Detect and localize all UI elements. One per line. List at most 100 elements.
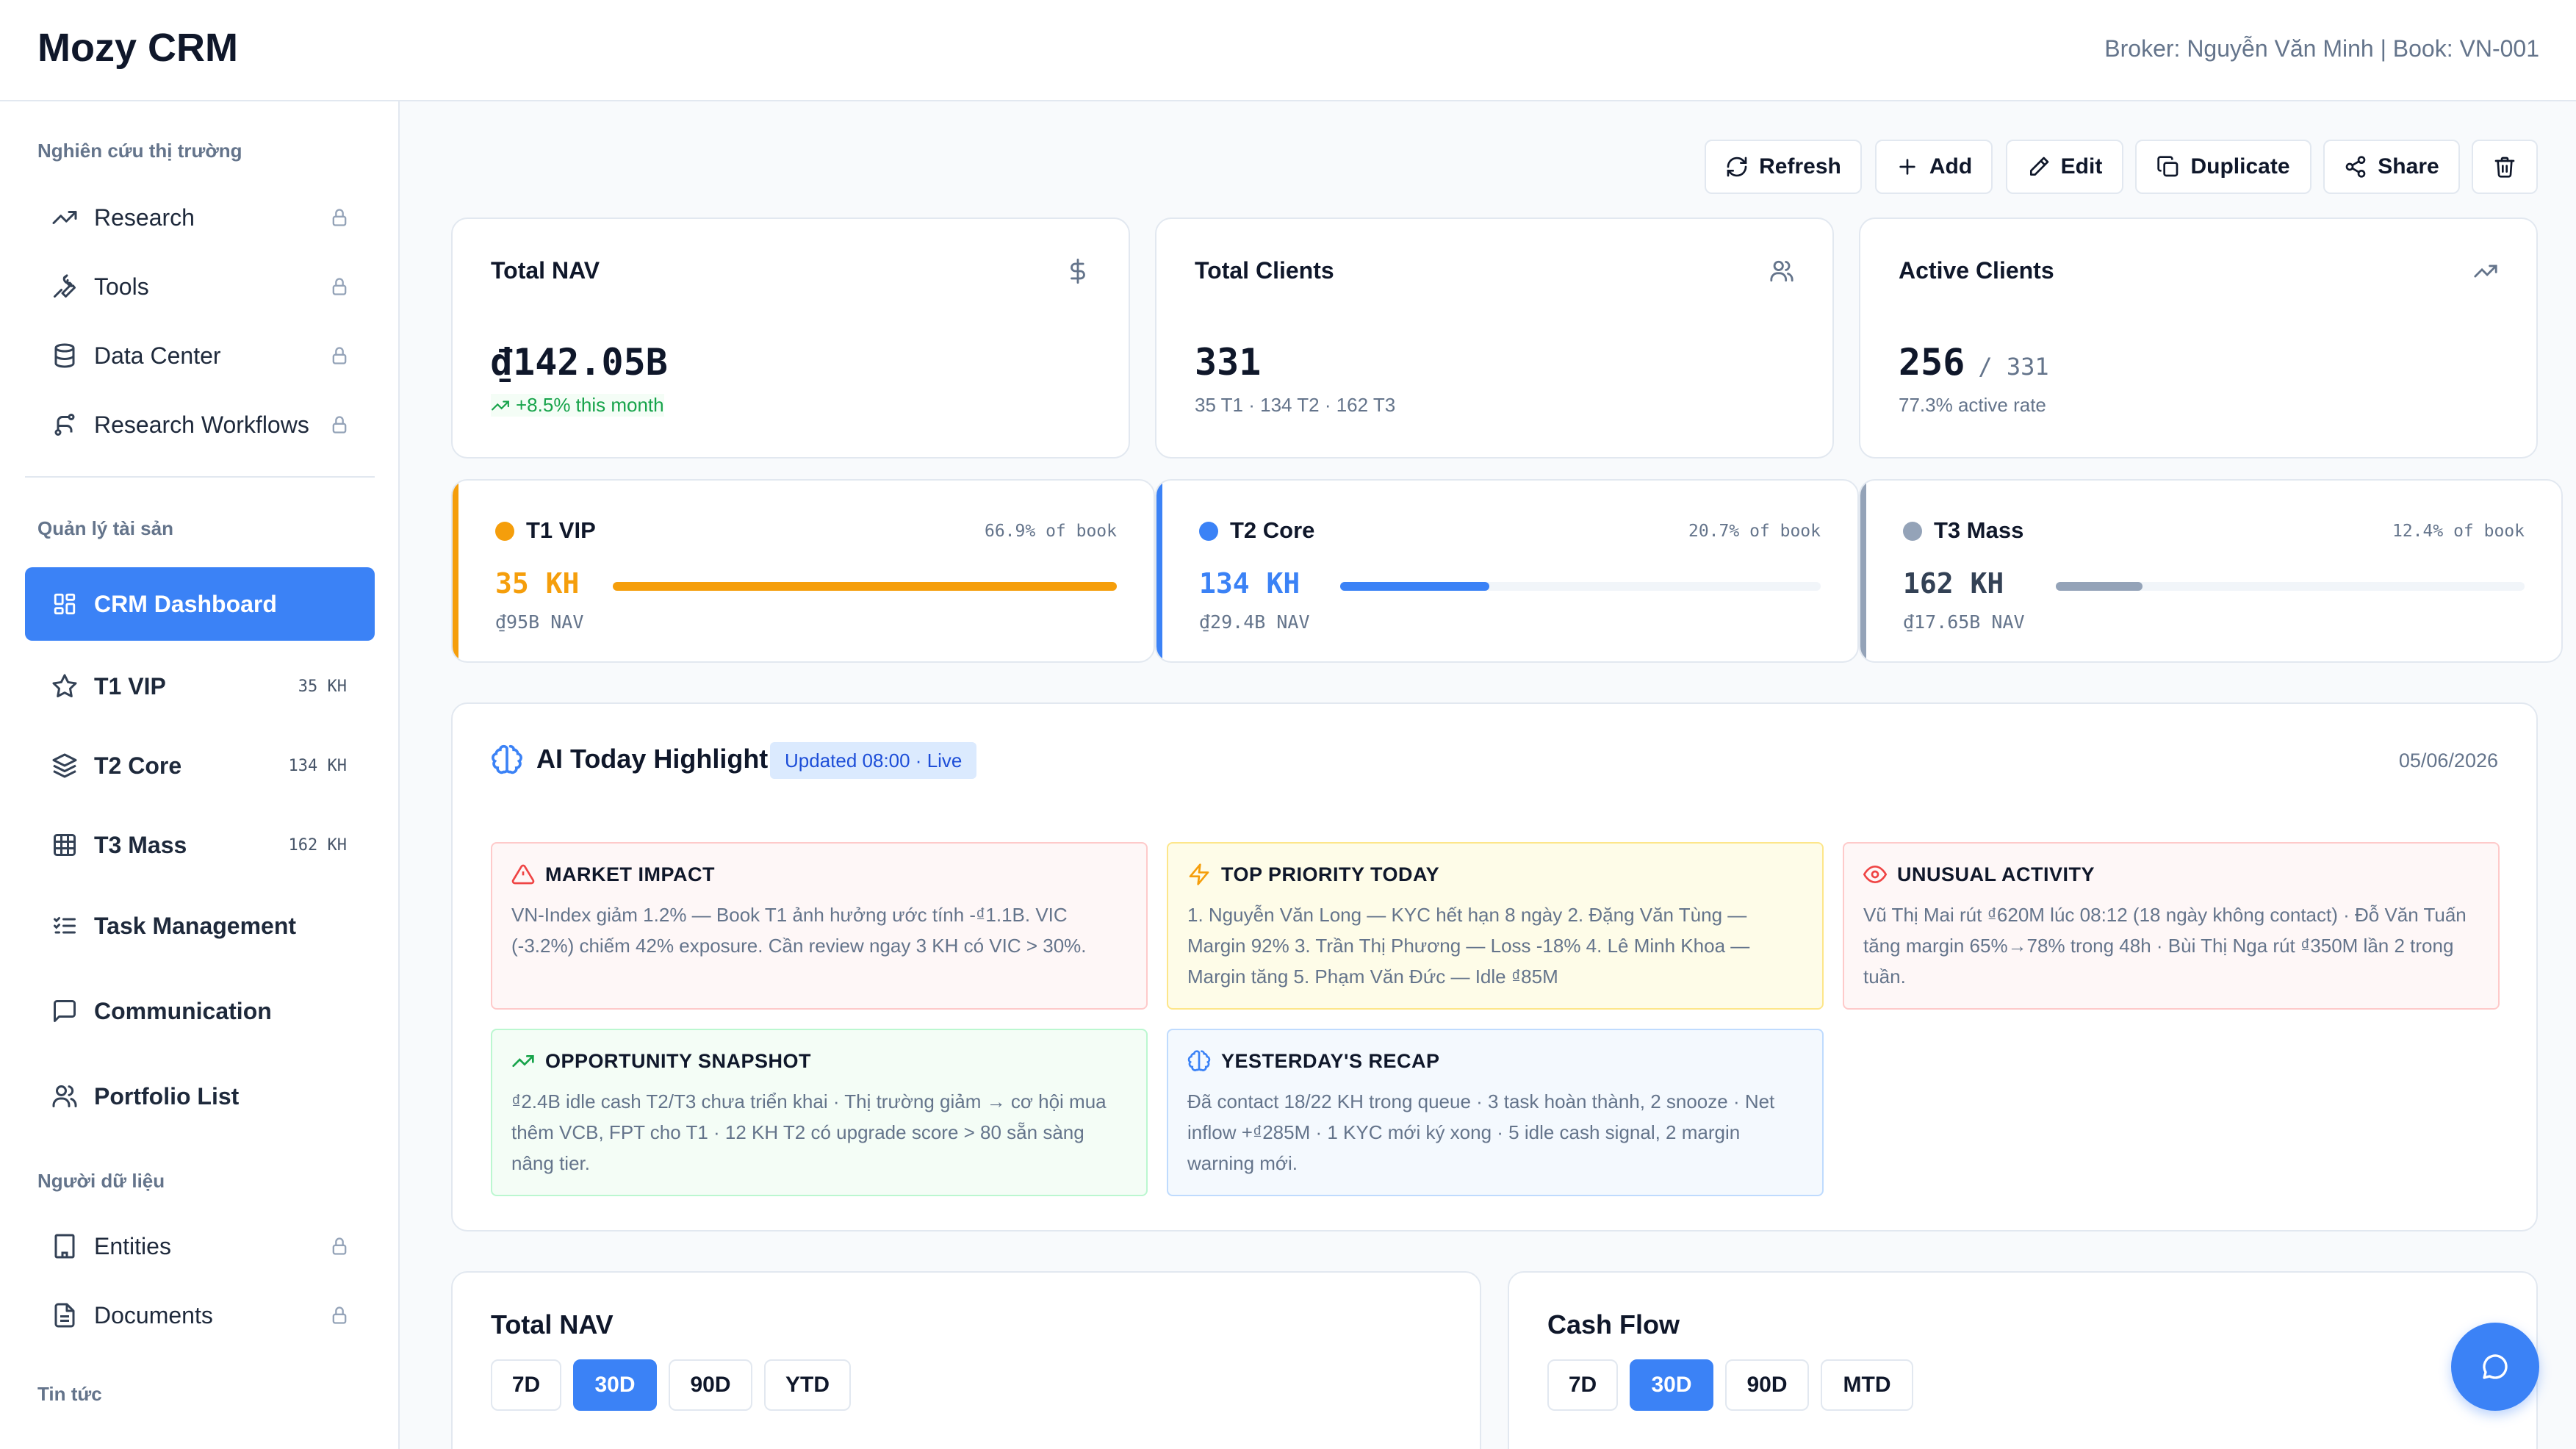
stat-value: 331 [1195,341,1262,384]
insight-title: UNUSUAL ACTIVITY [1897,863,2095,885]
sidebar-item-t2-core[interactable]: T2 Core 134 KH [25,729,375,802]
insight-card-yesterday-recap[interactable]: YESTERDAY'S RECAP Đã contact 18/22 KH tr… [1167,1029,1824,1196]
sidebar-item-label: Data Center [94,342,221,369]
tier-card-t3[interactable]: T3 Mass 12.4% of book 162 KH ₫17.65B NAV [1859,479,2563,663]
stat-title: Total NAV [491,257,600,284]
sidebar-item-portfolio-list[interactable]: Portfolio List [25,1060,375,1133]
tier-progress-fill [2056,582,2143,591]
sidebar-item-documents[interactable]: Documents [25,1279,375,1352]
sidebar-item-label: CRM Dashboard [94,590,277,617]
total-nav-chart-card: Total NAV 7D 30D 90D YTD [451,1271,1481,1449]
live-status-badge: Updated 08:00 · Live [770,742,977,779]
workflow-icon [50,410,79,439]
tier-card-t2[interactable]: T2 Core 20.7% of book 134 KH ₫29.4B NAV [1155,479,1859,663]
tier-progress-track [1340,582,1821,591]
tier-card-t1[interactable]: T1 VIP 66.9% of book 35 KH ₫95B NAV [451,479,1155,663]
sidebar: Nghiên cứu thị trường Research Tools Dat… [0,101,400,1449]
duplicate-button[interactable]: Duplicate [2135,140,2311,194]
list-check-icon [50,911,79,941]
range-ytd-button[interactable]: YTD [764,1359,851,1411]
share-icon [2344,155,2367,179]
sidebar-divider [25,476,375,478]
sidebar-item-crm-dashboard[interactable]: CRM Dashboard [25,567,375,641]
stat-card-total-nav: Total NAV ₫142.05B +8.5% this month [451,217,1130,459]
chat-fab-button[interactable] [2451,1323,2539,1411]
sidebar-item-t3-mass[interactable]: T3 Mass 162 KH [25,808,375,882]
lock-icon [329,207,350,228]
delete-button[interactable] [2472,140,2538,194]
plus-icon [1896,155,1919,179]
range-7d-button[interactable]: 7D [1547,1359,1618,1411]
sidebar-item-research[interactable]: Research [25,181,375,254]
section-label-market-research: Nghiên cứu thị trường [37,140,242,162]
sidebar-item-research-workflows[interactable]: Research Workflows [25,388,375,461]
edit-button[interactable]: Edit [2006,140,2123,194]
stat-title: Active Clients [1899,257,2054,284]
alert-triangle-icon [511,863,535,886]
insight-card-unusual-activity[interactable]: UNUSUAL ACTIVITY Vũ Thị Mai rút ₫620M lú… [1843,842,2500,1010]
sidebar-item-tools[interactable]: Tools [25,250,375,323]
tier-name: T3 Mass [1934,517,2024,543]
sidebar-item-t1-vip[interactable]: T1 VIP 35 KH [25,650,375,723]
chart-title: Cash Flow [1547,1309,1680,1340]
users-icon [1769,259,1794,284]
dollar-icon [1065,259,1090,284]
brain-icon [1187,1049,1211,1073]
section-label-data-people: Người dữ liệu [37,1170,165,1192]
insight-title: TOP PRIORITY TODAY [1221,863,1440,885]
add-button[interactable]: Add [1875,140,1993,194]
tier-progress-fill [613,582,1117,591]
eye-icon [1863,863,1887,886]
tier-name: T2 Core [1230,517,1315,543]
pencil-icon [2027,155,2051,179]
brain-icon [491,744,523,776]
range-30d-button[interactable]: 30D [1630,1359,1713,1411]
sidebar-item-label: Portfolio List [94,1082,240,1110]
grid-icon [50,830,79,860]
message-square-icon [50,996,79,1026]
insight-card-top-priority[interactable]: TOP PRIORITY TODAY 1. Nguyễn Văn Long — … [1167,842,1824,1010]
tier-dot [495,522,514,541]
tier-share: 66.9% of book [984,522,1117,541]
stat-title: Total Clients [1195,257,1334,284]
sidebar-item-label: Entities [94,1232,171,1259]
insight-title: MARKET IMPACT [545,863,715,885]
copy-icon [2156,155,2180,179]
range-7d-button[interactable]: 7D [491,1359,561,1411]
sidebar-item-label: Documents [94,1301,213,1328]
range-mtd-button[interactable]: MTD [1821,1359,1913,1411]
cash-flow-chart-card: Cash Flow 7D 30D 90D MTD [1508,1271,2538,1449]
sidebar-item-label: Research Workflows [94,411,309,438]
insight-card-opportunity[interactable]: OPPORTUNITY SNAPSHOT ₫2.4B idle cash T2/… [491,1029,1148,1196]
sidebar-item-entities[interactable]: Entities [25,1209,375,1283]
sidebar-item-task-management[interactable]: Task Management [25,889,375,963]
tier-stripe [453,481,458,661]
trash-icon [2493,155,2516,179]
section-label-asset-management: Quản lý tài sản [37,517,173,539]
tier-count: 35 KH [495,567,580,600]
ai-highlight-panel: AI Today Highlight Updated 08:00 · Live … [451,702,2538,1232]
trending-up-icon [50,203,79,232]
insight-title: YESTERDAY'S RECAP [1221,1049,1440,1072]
sidebar-item-communication[interactable]: Communication [25,974,375,1048]
refresh-button[interactable]: Refresh [1705,140,1862,194]
range-90d-button[interactable]: 90D [1725,1359,1809,1411]
tier-count-badge: 35 KH [298,677,347,696]
lock-icon [329,276,350,297]
insight-body: Đã contact 18/22 KH trong queue · 3 task… [1187,1090,1775,1174]
insight-body: 1. Nguyễn Văn Long — KYC hết hạn 8 ngày … [1187,904,1750,988]
add-label: Add [1929,154,1973,179]
range-30d-button[interactable]: 30D [573,1359,657,1411]
edit-label: Edit [2060,154,2103,179]
total-count: / 331 [1978,353,2049,381]
sidebar-item-data-center[interactable]: Data Center [25,319,375,392]
share-button[interactable]: Share [2323,140,2460,194]
stat-value: 256 / 331 [1899,341,2049,384]
stat-card-total-clients: Total Clients 331 35 T1 · 134 T2 · 162 T… [1155,217,1834,459]
insight-card-market-impact[interactable]: MARKET IMPACT VN-Index giảm 1.2% — Book … [491,842,1148,1010]
range-90d-button[interactable]: 90D [669,1359,752,1411]
chat-bubble-icon [2480,1352,2510,1381]
app-title: Mozy CRM [37,26,238,70]
tier-progress-fill [1340,582,1489,591]
wrench-icon [50,272,79,301]
